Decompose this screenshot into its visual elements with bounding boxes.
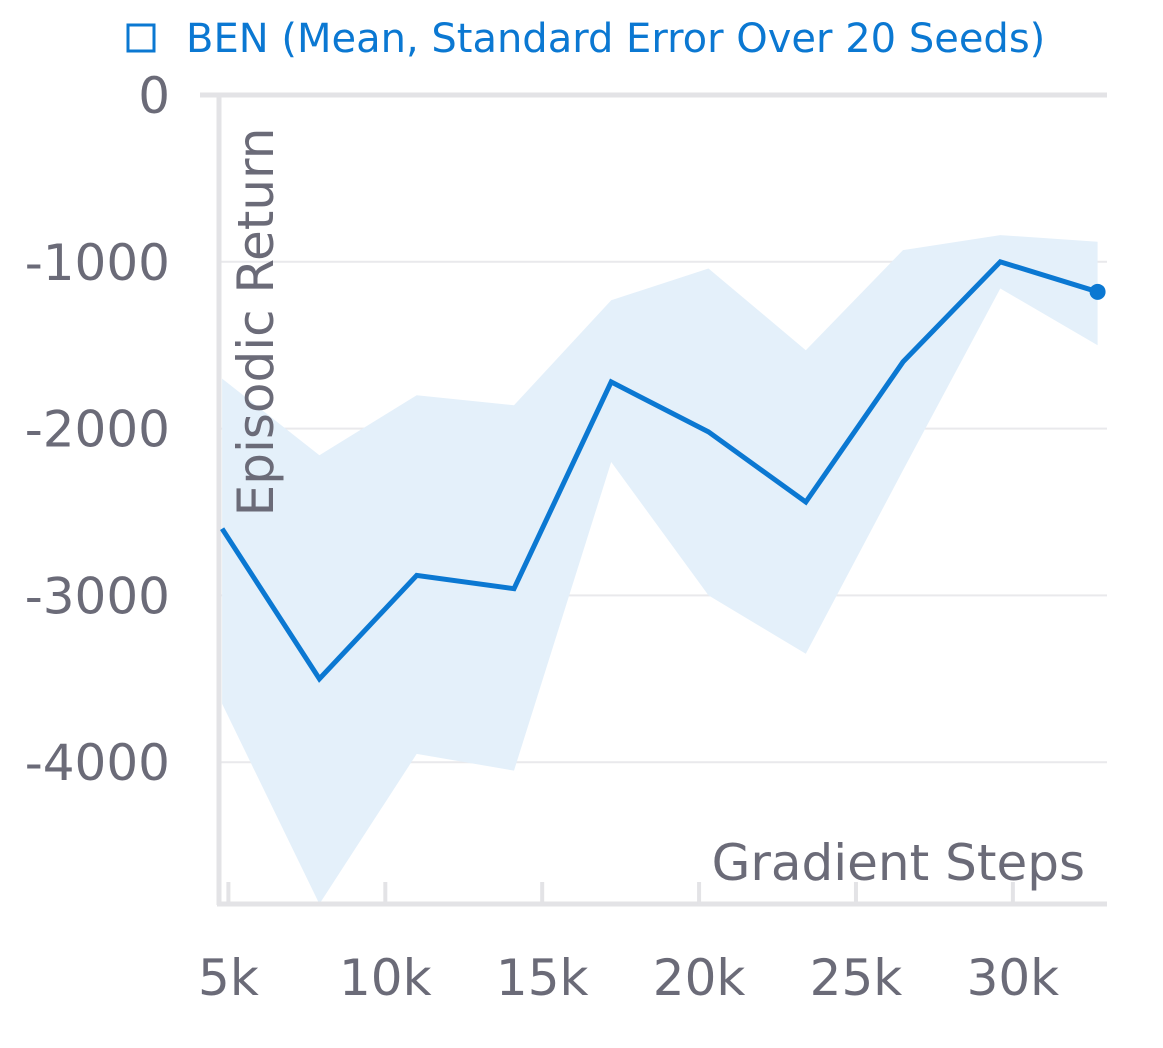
x-tick-label: 30k — [967, 949, 1060, 1007]
x-tick-label: 5k — [198, 949, 259, 1007]
y-tick-label: -4000 — [25, 734, 170, 792]
y-tick-label: -3000 — [25, 567, 170, 625]
y-ticks: 0 -1000 -2000 -3000 -4000 — [25, 67, 170, 792]
legend-label: BEN (Mean, Standard Error Over 20 Seeds) — [186, 16, 1045, 62]
x-tick-label: 20k — [653, 949, 746, 1007]
legend: BEN (Mean, Standard Error Over 20 Seeds) — [126, 16, 1045, 62]
axes — [200, 92, 1107, 907]
y-tick-label: 0 — [138, 67, 170, 125]
series-end-point — [1089, 283, 1106, 300]
y-axis-label: Episodic Return — [227, 128, 285, 517]
legend-swatch — [126, 23, 156, 53]
error-band — [222, 235, 1098, 905]
x-tick-label: 25k — [810, 949, 903, 1007]
x-tick-label: 15k — [496, 949, 589, 1007]
y-tick-label: -2000 — [25, 401, 170, 459]
y-tick-label: -1000 — [25, 234, 170, 292]
series-line — [220, 258, 1099, 683]
error-band-area — [222, 235, 1098, 905]
x-ticks: 5k 10k 15k 20k 25k 30k — [198, 882, 1059, 1007]
x-tick-label: 10k — [339, 949, 432, 1007]
x-axis-label: Gradient Steps — [712, 834, 1085, 892]
series-lines — [220, 258, 1106, 683]
